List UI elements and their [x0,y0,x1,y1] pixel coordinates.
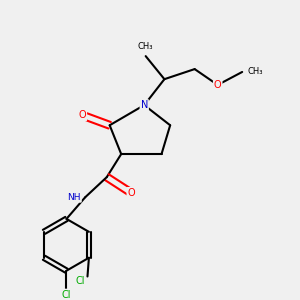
Text: Cl: Cl [62,290,71,300]
Text: O: O [128,188,135,198]
Text: O: O [79,110,86,120]
Text: CH₃: CH₃ [138,42,153,51]
Text: CH₃: CH₃ [248,68,263,76]
Text: NH: NH [68,193,81,202]
Text: O: O [214,80,221,90]
Text: N: N [141,100,148,110]
Text: Cl: Cl [76,276,85,286]
